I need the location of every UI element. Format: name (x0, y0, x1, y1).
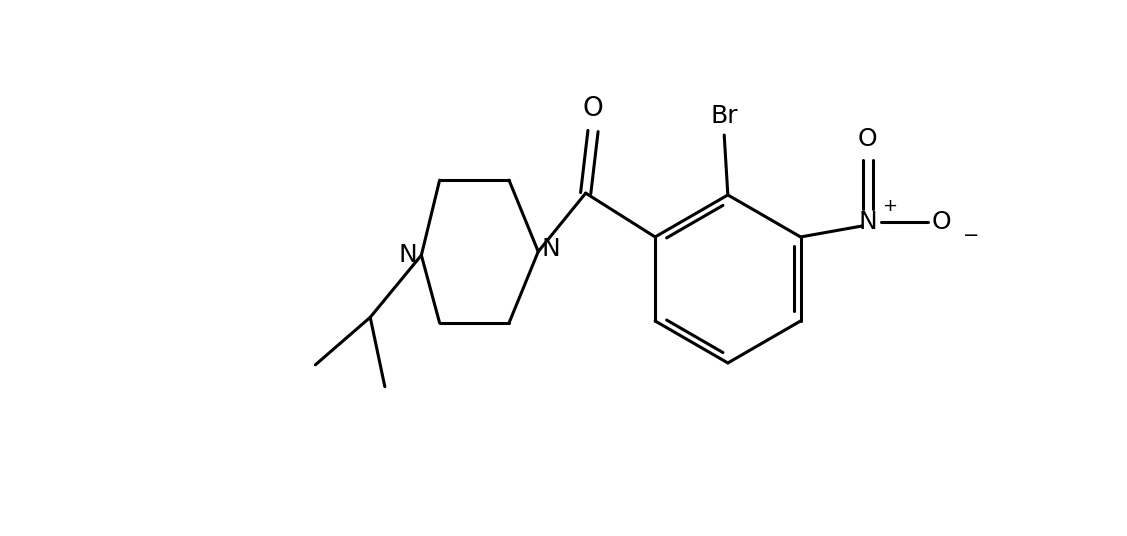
Text: O: O (858, 128, 878, 152)
Text: −: − (962, 226, 979, 245)
Text: N: N (399, 243, 418, 267)
Text: N: N (859, 210, 877, 234)
Text: N: N (542, 236, 560, 260)
Text: +: + (882, 197, 897, 215)
Text: Br: Br (710, 104, 738, 128)
Text: O: O (583, 95, 603, 122)
Text: O: O (932, 210, 951, 234)
